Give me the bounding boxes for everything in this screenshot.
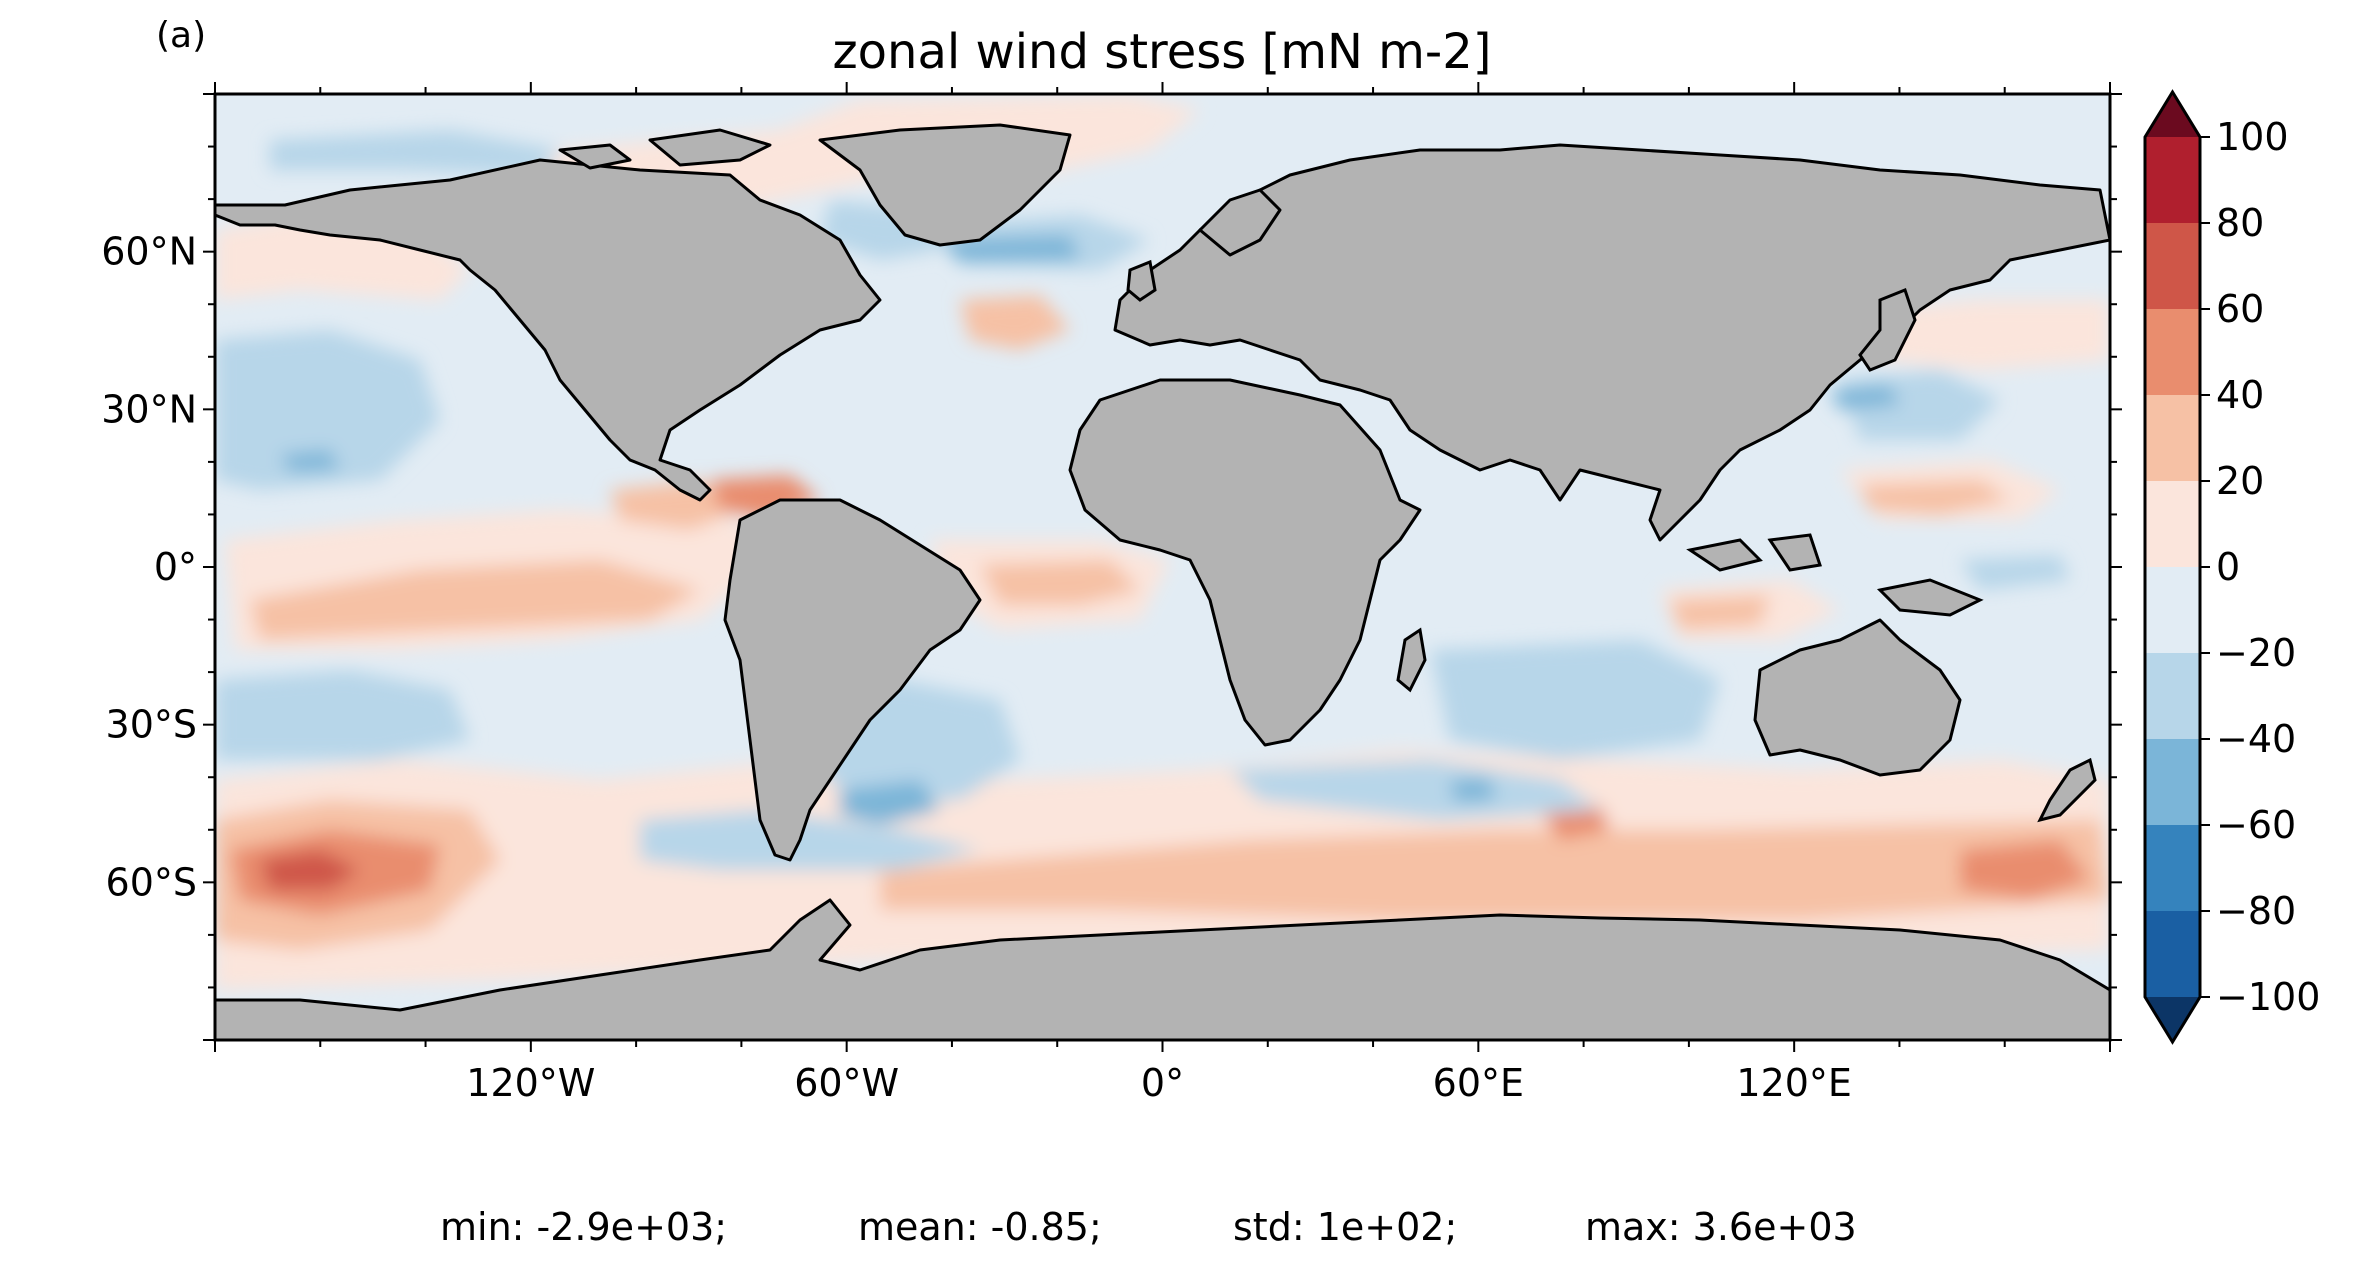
field-patch-kerguelen [1540, 805, 1610, 840]
field-patch-equatorial-atlantic-core [980, 560, 1140, 605]
map-title: zonal wind stress [mN m-2] [832, 24, 1491, 80]
field-patch-indian-ocean-core [1670, 595, 1770, 630]
stat-mean: mean: -0.85; [858, 1205, 1102, 1249]
land-great-britain [1126, 259, 1157, 302]
land-scandinavia [1198, 188, 1282, 257]
lon-tick-label: 60°W [794, 1061, 899, 1105]
land-indonesia [1686, 533, 1822, 572]
colorbar-tick-label: 0 [2216, 545, 2240, 589]
lat-axis: 60°N 30°N 0° 30°S 60°S [101, 93, 2122, 1041]
colorbar-segment [2145, 481, 2200, 567]
lon-tick-label: 120°W [466, 1061, 595, 1105]
colorbar: 100 80 60 40 20 0 −20 −40 −60 −80 −100 [2143, 89, 2320, 1045]
field-patch-kuroshio [1830, 385, 1900, 410]
map-area [215, 94, 2110, 1040]
colorbar-tick-label: 60 [2216, 287, 2264, 331]
lat-tick-label: 60°S [106, 860, 197, 904]
colorbar-segment [2145, 825, 2200, 911]
land-japan [1858, 288, 1917, 372]
lon-tick-label: 120°E [1736, 1061, 1852, 1105]
field-patch-south-indian-min [1450, 778, 1495, 802]
colorbar-segment [2145, 309, 2200, 395]
lat-tick-label: 0° [154, 545, 197, 589]
colorbar-segment [2145, 395, 2200, 481]
land-eurasia [1113, 143, 2110, 542]
lat-tick-label: 60°N [101, 230, 197, 274]
field-patch-equatorial-pacific-core [250, 560, 700, 640]
colorbar-segment [2145, 223, 2200, 309]
colorbar-tick-label: −100 [2216, 975, 2320, 1019]
land-africa [1068, 378, 1422, 747]
colorbar-extend-high [2145, 92, 2200, 137]
field-patch-southern-atlantic-band [880, 820, 2110, 920]
field-patch-southern-indian-core [1960, 840, 2090, 900]
panel-label: (a) [156, 15, 206, 56]
colorbar-segment [2145, 739, 2200, 825]
field-patch-north-pacific-trades [215, 330, 440, 490]
field-patch-nw-pacific [1870, 300, 2110, 370]
land-new-guinea [1876, 578, 1984, 617]
colorbar-tick-label: −60 [2216, 803, 2296, 847]
colorbar-tick-label: 80 [2216, 201, 2264, 245]
field-patch-south-indian-trades [1430, 640, 1720, 760]
land-south-america [723, 498, 982, 862]
land-canadian-archipelago [558, 128, 772, 170]
stat-min: min: -2.9e+03; [440, 1205, 727, 1249]
field-patch-north-atlantic-core [960, 295, 1070, 350]
colorbar-segment [2145, 567, 2200, 653]
land-new-zealand [2037, 757, 2097, 823]
land-madagascar [1396, 627, 1427, 693]
field-patch-east-pacific-min [280, 450, 340, 472]
field-patch-south-pacific-trades [215, 670, 470, 760]
field-patch-east-pacific-trades [1960, 555, 2070, 590]
colorbar-tick-label: −80 [2216, 889, 2296, 933]
field-patch-west-pacific-core [1860, 480, 2010, 515]
colorbar-tick-label: 20 [2216, 459, 2264, 503]
colorbar-tick-label: −40 [2216, 717, 2296, 761]
colorbar-extend-low [2145, 997, 2200, 1042]
lon-tick-label: 60°E [1433, 1061, 1524, 1105]
land-antarctica [215, 898, 2110, 1040]
lat-tick-label: 30°S [106, 703, 197, 747]
field-patch-south-pacific-peak [260, 850, 360, 890]
field-patch-arctic [270, 130, 560, 175]
field-patch-south-atlantic-core [840, 780, 940, 825]
land-greenland [818, 123, 1072, 247]
colorbar-tick-label: 40 [2216, 373, 2264, 417]
land-masses [215, 123, 2110, 1040]
stat-max: max: 3.6e+03 [1585, 1205, 1857, 1249]
colorbar-tick-label: 100 [2216, 115, 2289, 159]
colorbar-tick-label: −20 [2216, 631, 2296, 675]
field-patch-south-atlantic-band [640, 810, 980, 870]
colorbar-segment [2145, 137, 2200, 223]
stat-std: std: 1e+02; [1233, 1205, 1457, 1249]
field-patch-south-indian-core [1230, 760, 1600, 820]
land-australia [1753, 618, 1962, 777]
colorbar-segment [2145, 911, 2200, 997]
colorbar-segment [2145, 653, 2200, 739]
lon-axis: 120°W 60°W 0° 60°E 120°E [214, 82, 2111, 1105]
lon-tick-label: 0° [1141, 1061, 1184, 1105]
lat-tick-label: 30°N [101, 387, 197, 431]
land-north-america [215, 158, 882, 502]
